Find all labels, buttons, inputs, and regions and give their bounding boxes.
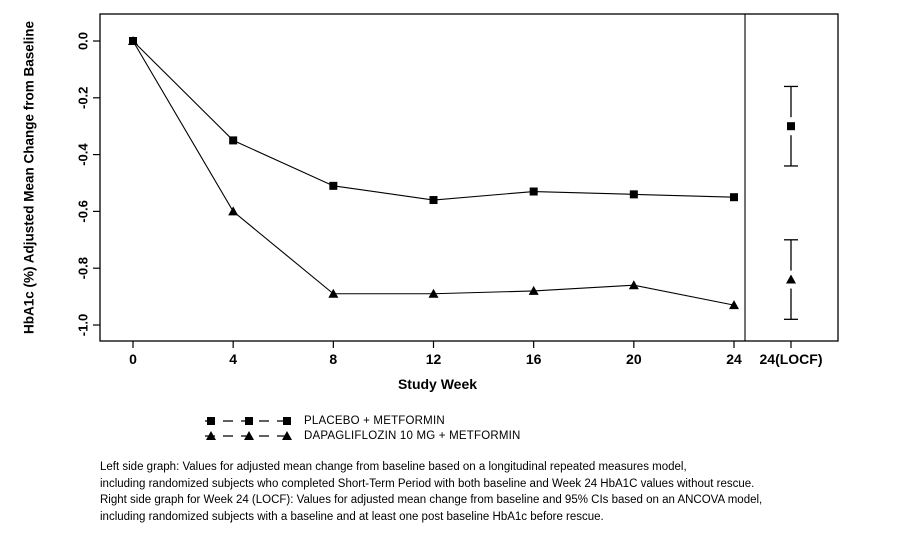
footnote-line-4: including randomized subjects with a bas…	[100, 510, 604, 523]
svg-text:12: 12	[426, 351, 442, 367]
svg-text:20: 20	[626, 351, 642, 367]
legend-label-dapagliflozin: DAPAGLIFLOZIN 10 MG + METFORMIN	[304, 429, 521, 442]
triangle-marker-icon	[205, 430, 293, 440]
svg-text:-0.4: -0.4	[75, 143, 90, 166]
svg-text:24(LOCF): 24(LOCF)	[760, 351, 823, 367]
legend-label-placebo: PLACEBO + METFORMIN	[304, 414, 445, 427]
svg-text:0: 0	[129, 351, 137, 367]
hba1c-line-chart: 0.0 -0.2 -0.4 -0.6 -0.8 -1.0 HbA1c (%) Adjuste…	[22, 13, 839, 392]
footnote-line-3: Right side graph for Week 24 (LOCF): Val…	[100, 494, 763, 506]
footnotes: Left side graph: Values for adjusted mea…	[100, 459, 762, 525]
svg-text:-0.2: -0.2	[75, 87, 90, 109]
svg-text:8: 8	[329, 351, 337, 367]
svg-text:-0.6: -0.6	[75, 200, 90, 222]
svg-text:-1.0: -1.0	[75, 314, 90, 336]
footnote-line-2: including randomized subjects who comple…	[100, 477, 755, 490]
svg-text:16: 16	[526, 351, 542, 367]
svg-text:-0.8: -0.8	[75, 257, 90, 279]
svg-text:Study Week: Study Week	[398, 376, 477, 392]
square-marker-icon	[205, 416, 293, 425]
svg-text:4: 4	[229, 351, 237, 367]
footnote-line-1: Left side graph: Values for adjusted mea…	[100, 461, 687, 473]
legend-item-placebo: PLACEBO + METFORMIN	[203, 414, 521, 427]
svg-text:24: 24	[726, 351, 742, 367]
svg-text:HbA1c (%) Adjusted Mean Change: HbA1c (%) Adjusted Mean Change from Base…	[22, 20, 37, 334]
legend-item-dapagliflozin: DAPAGLIFLOZIN 10 MG + METFORMIN	[203, 429, 521, 442]
legend: PLACEBO + METFORMIN DAPAGLIFLOZIN 10 MG …	[203, 414, 521, 442]
svg-text:0.0: 0.0	[75, 32, 90, 50]
